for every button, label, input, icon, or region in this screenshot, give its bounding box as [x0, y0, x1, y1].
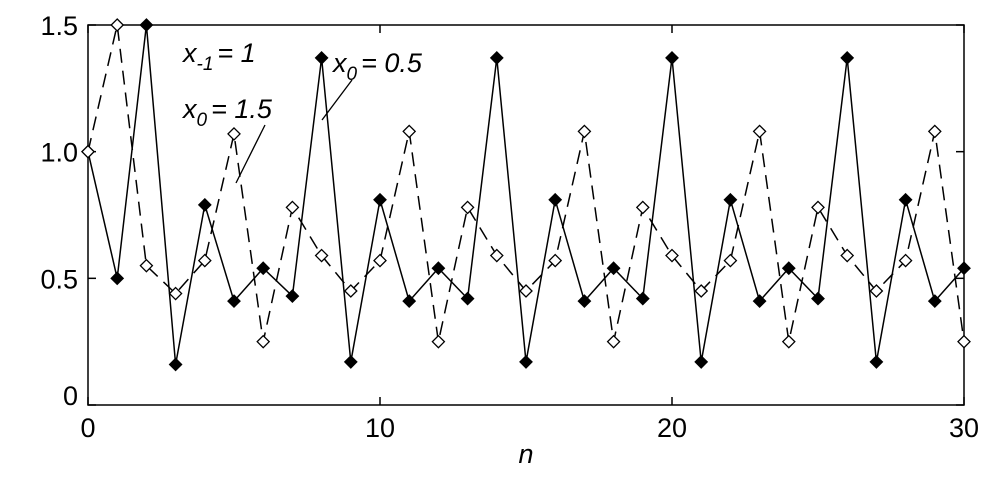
- y-tick-label: 1.5: [40, 11, 78, 41]
- data-point: [285, 200, 300, 215]
- data-point: [314, 248, 329, 263]
- annotation-sub: -1: [197, 54, 214, 75]
- data-point: [431, 334, 446, 349]
- data-point: [197, 197, 212, 212]
- data-point: [81, 144, 95, 159]
- data-point: [227, 127, 241, 141]
- data-point: [548, 253, 563, 268]
- data-point: [197, 253, 212, 268]
- data-point: [869, 355, 884, 369]
- data-point: [665, 248, 679, 263]
- data-point: [635, 291, 650, 306]
- data-point: [635, 200, 650, 215]
- data-point: [957, 261, 971, 276]
- annotation: x0 = 0.5: [331, 48, 423, 85]
- data-point: [898, 253, 913, 268]
- y-tick-label: 1.0: [40, 138, 78, 168]
- x-tick-label: 30: [949, 413, 979, 443]
- annotation-rest: = 0.5: [361, 48, 423, 78]
- data-point: [723, 192, 738, 207]
- leader-line: [235, 124, 266, 184]
- data-point: [489, 51, 504, 65]
- y-tick-label: 0.5: [40, 264, 78, 294]
- data-point: [519, 355, 533, 369]
- annotation: x-1 = 1: [181, 38, 256, 75]
- data-point: [314, 51, 329, 65]
- data-point: [811, 200, 825, 215]
- annotation-base: x: [181, 94, 198, 124]
- annotation-rest: = 1.5: [211, 94, 273, 124]
- data-point: [694, 284, 709, 298]
- data-point: [781, 334, 796, 349]
- data-point: [694, 355, 709, 369]
- data-point: [256, 334, 271, 349]
- data-point: [256, 261, 271, 276]
- data-point: [927, 124, 942, 139]
- data-point: [168, 357, 183, 372]
- data-point: [373, 192, 387, 207]
- data-point: [285, 289, 300, 303]
- data-point: [781, 261, 796, 276]
- data-point: [489, 248, 504, 263]
- data-point: [577, 294, 592, 309]
- data-point: [402, 124, 417, 139]
- plot-frame: [87, 24, 965, 406]
- data-point: [723, 253, 738, 268]
- data-point: [139, 258, 154, 273]
- data-point: [957, 334, 971, 349]
- data-point: [519, 284, 533, 298]
- data-point: [110, 271, 125, 286]
- data-point: [752, 124, 767, 139]
- data-point: [343, 284, 358, 298]
- data-point: [460, 291, 475, 306]
- data-point: [431, 261, 446, 276]
- data-point: [606, 261, 621, 276]
- annotation-sub: 0: [347, 64, 358, 85]
- data-point: [577, 124, 592, 139]
- data-point: [343, 355, 358, 369]
- annotation-base: x: [331, 48, 348, 78]
- annotation-base: x: [181, 38, 198, 68]
- data-point: [927, 294, 942, 309]
- annotation-sub: 0: [197, 110, 208, 131]
- data-point: [752, 294, 767, 309]
- data-point: [811, 291, 825, 306]
- data-point: [898, 192, 913, 207]
- annotation: x0 = 1.5: [181, 94, 273, 131]
- x-tick-label: 10: [365, 413, 395, 443]
- data-point: [665, 51, 679, 65]
- data-point: [373, 253, 387, 268]
- x-axis-label: n: [518, 439, 533, 469]
- data-point: [402, 294, 417, 309]
- series-line: [87, 24, 965, 365]
- data-point: [168, 286, 183, 301]
- data-point: [840, 51, 855, 65]
- data-point: [606, 334, 621, 349]
- data-point: [840, 248, 855, 263]
- x-tick-label: 20: [657, 413, 687, 443]
- data-point: [548, 192, 563, 207]
- data-point: [139, 18, 154, 32]
- data-point: [869, 284, 884, 298]
- data-point: [460, 200, 475, 215]
- x-tick-label: 0: [80, 413, 95, 443]
- annotation-rest: = 1: [217, 38, 255, 68]
- data-point: [110, 18, 125, 32]
- data-point: [227, 294, 241, 309]
- y-tick-label: 0: [63, 381, 78, 411]
